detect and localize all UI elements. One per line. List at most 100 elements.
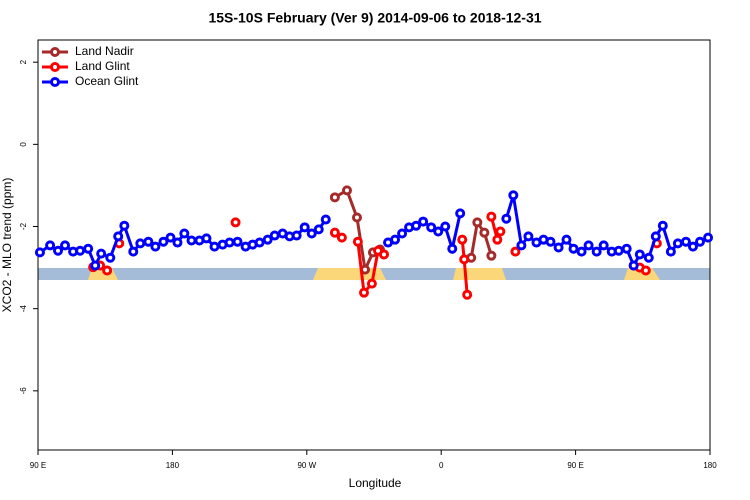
data-point xyxy=(329,192,340,203)
x-tick-label: 90 E xyxy=(30,461,46,470)
data-point xyxy=(628,260,639,271)
data-point xyxy=(680,236,691,247)
data-point xyxy=(459,254,470,265)
data-point xyxy=(643,252,654,263)
data-point xyxy=(45,240,56,251)
series-line xyxy=(504,194,709,269)
data-point xyxy=(634,249,645,260)
x-tick-label: 90 E xyxy=(567,461,583,470)
data-point xyxy=(135,238,146,249)
data-point xyxy=(516,240,527,251)
data-point xyxy=(179,228,190,239)
data-point xyxy=(703,232,714,243)
legend-label: Ocean Glint xyxy=(75,74,139,88)
x-tick-label: 180 xyxy=(703,461,717,470)
data-point xyxy=(113,231,124,242)
data-point xyxy=(390,234,401,245)
data-point xyxy=(418,216,429,227)
data-point xyxy=(90,260,101,271)
data-point xyxy=(462,289,473,300)
data-point xyxy=(591,246,602,257)
data-point xyxy=(224,237,235,248)
y-tick-label: -6 xyxy=(19,387,28,395)
data-point xyxy=(351,212,362,223)
data-point xyxy=(172,237,183,248)
data-point xyxy=(269,230,280,241)
data-point xyxy=(508,190,519,201)
legend-swatch xyxy=(50,77,60,87)
data-point xyxy=(352,236,363,247)
x-tick-label: 0 xyxy=(439,461,444,470)
data-point xyxy=(102,265,113,276)
data-point xyxy=(411,220,422,231)
data-point xyxy=(613,245,624,256)
data-point xyxy=(150,241,161,252)
series-line xyxy=(469,218,493,258)
data-point xyxy=(83,243,94,254)
legend-swatch xyxy=(50,47,60,57)
data-point xyxy=(598,240,609,251)
data-point xyxy=(336,232,347,243)
data-point xyxy=(329,227,340,238)
data-point xyxy=(501,213,512,224)
data-point xyxy=(165,232,176,243)
data-point xyxy=(201,233,212,244)
data-point xyxy=(492,234,503,245)
data-point xyxy=(75,245,86,256)
data-point xyxy=(341,185,352,196)
data-point xyxy=(545,236,556,247)
data-point xyxy=(621,243,632,254)
legend-label: Land Glint xyxy=(75,59,130,73)
data-point xyxy=(105,252,116,263)
data-point xyxy=(650,231,661,242)
series-line xyxy=(334,188,381,275)
data-point xyxy=(433,226,444,237)
y-tick-label: 2 xyxy=(19,59,28,64)
data-point xyxy=(230,217,241,228)
data-point xyxy=(426,222,437,233)
series-line xyxy=(39,218,327,270)
data-point xyxy=(561,234,572,245)
data-point xyxy=(53,245,64,256)
data-point xyxy=(232,236,243,247)
data-point xyxy=(397,228,408,239)
data-point xyxy=(640,265,651,276)
data-point xyxy=(254,237,265,248)
data-point xyxy=(553,242,564,253)
data-point xyxy=(672,238,683,249)
data-point xyxy=(495,226,506,237)
data-point xyxy=(523,231,534,242)
data-point xyxy=(379,249,390,260)
data-point xyxy=(119,220,130,231)
data-point xyxy=(262,234,273,245)
data-point xyxy=(306,228,317,239)
data-point xyxy=(472,217,483,228)
data-point xyxy=(320,214,331,225)
y-axis-label: XCO2 - MLO trend (ppm) xyxy=(0,178,14,313)
data-point xyxy=(128,246,139,257)
data-point xyxy=(455,208,466,219)
data-point xyxy=(209,241,220,252)
y-tick-label: -2 xyxy=(19,222,28,230)
data-point xyxy=(576,246,587,257)
data-point xyxy=(583,240,594,251)
x-tick-label: 180 xyxy=(166,461,180,470)
y-tick-label: -4 xyxy=(19,305,28,313)
series-line xyxy=(460,239,469,295)
data-point xyxy=(299,222,310,233)
x-tick-label: 90 W xyxy=(297,461,316,470)
data-point xyxy=(440,221,451,232)
x-axis-label: Longitude xyxy=(349,476,402,490)
chart-title: 15S-10S February (Ver 9) 2014-09-06 to 2… xyxy=(208,10,541,26)
data-point xyxy=(486,211,497,222)
legend-swatch xyxy=(50,62,60,72)
legend-label: Land Nadir xyxy=(75,44,134,58)
data-point xyxy=(486,250,497,261)
data-point xyxy=(366,278,377,289)
data-point xyxy=(60,240,71,251)
data-point xyxy=(96,248,107,259)
data-point xyxy=(291,230,302,241)
data-point xyxy=(447,243,458,254)
data-point xyxy=(34,247,45,258)
